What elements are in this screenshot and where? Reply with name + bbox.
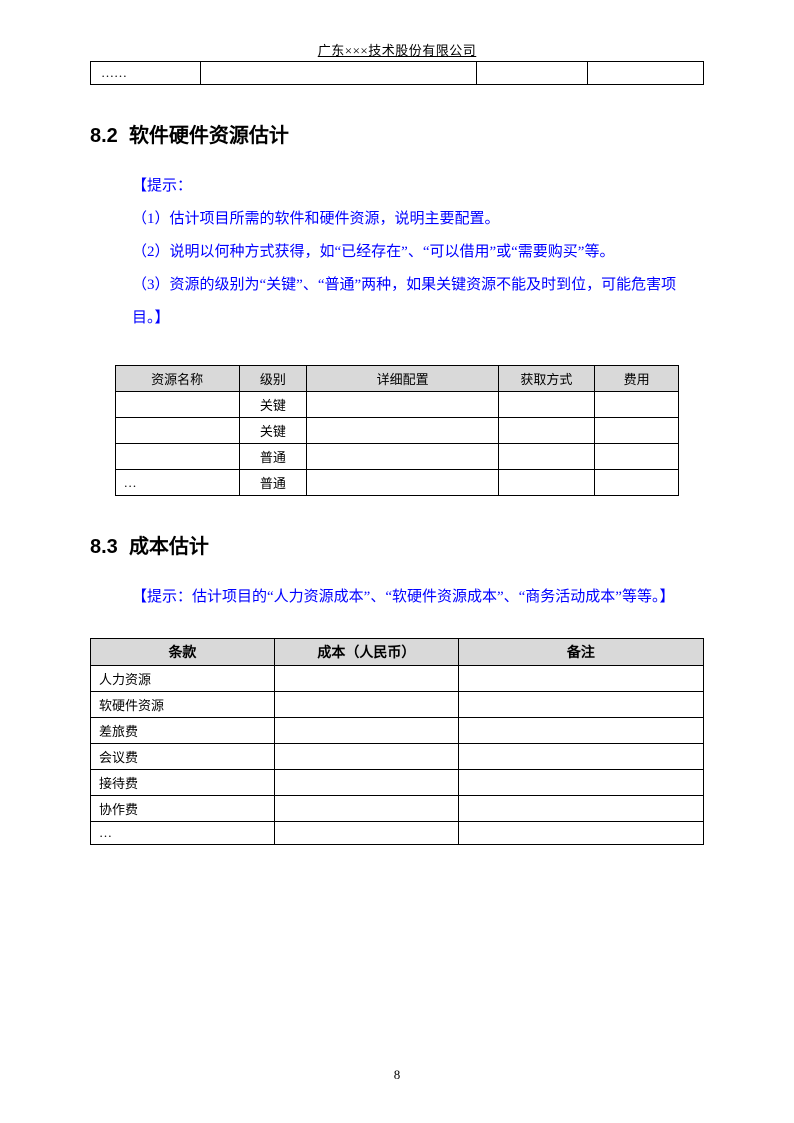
- cell: [594, 444, 679, 470]
- cell: [498, 392, 594, 418]
- col-header: 备注: [458, 639, 703, 666]
- cell: 协作费: [91, 796, 275, 822]
- cell: [594, 470, 679, 496]
- cell: 差旅费: [91, 718, 275, 744]
- cell: 人力资源: [91, 666, 275, 692]
- section-8-3-heading: 8.3 成本估计: [90, 530, 704, 559]
- cell: [587, 62, 704, 85]
- table-header-row: 资源名称 级别 详细配置 获取方式 费用: [115, 366, 679, 392]
- cell: [458, 770, 703, 796]
- cell: 普通: [239, 470, 307, 496]
- tip-line: （3）资源的级别为“关键”、“普通”两种，如果关键资源不能及时到位，可能危害项目…: [132, 269, 704, 335]
- tip-line: 【提示：估计项目的“人力资源成本”、“软硬件资源成本”、“商务活动成本”等等。】: [132, 581, 704, 614]
- cell: 关键: [239, 418, 307, 444]
- cell: [274, 692, 458, 718]
- table-row: …: [91, 822, 704, 845]
- cell: [274, 796, 458, 822]
- section-8-2-heading: 8.2 软件硬件资源估计: [90, 119, 704, 148]
- cell: [498, 418, 594, 444]
- table-row: 会议费: [91, 744, 704, 770]
- cell: [477, 62, 587, 85]
- tip-line: （2）说明以何种方式获得，如“已经存在”、“可以借用”或“需要购买”等。: [132, 236, 704, 269]
- cell: 普通: [239, 444, 307, 470]
- cell: [498, 470, 594, 496]
- table-row: 软硬件资源: [91, 692, 704, 718]
- table-row: 差旅费: [91, 718, 704, 744]
- cell: [115, 444, 239, 470]
- table-row: 人力资源: [91, 666, 704, 692]
- cell: [274, 744, 458, 770]
- table-row: 关键: [115, 418, 679, 444]
- col-header: 条款: [91, 639, 275, 666]
- cell: [458, 744, 703, 770]
- continuation-table: ……: [90, 61, 704, 85]
- tip-label: 【提示：: [132, 170, 704, 203]
- cell: [274, 718, 458, 744]
- cell: [115, 418, 239, 444]
- section-number: 8.3: [90, 536, 118, 558]
- col-header: 详细配置: [307, 366, 499, 392]
- col-header: 费用: [594, 366, 679, 392]
- cell: …: [115, 470, 239, 496]
- cell: [201, 62, 477, 85]
- cell: …: [91, 822, 275, 845]
- cell: [594, 392, 679, 418]
- cost-table: 条款 成本（人民币） 备注 人力资源软硬件资源差旅费会议费接待费协作费…: [90, 638, 704, 845]
- table-header-row: 条款 成本（人民币） 备注: [91, 639, 704, 666]
- col-header: 获取方式: [498, 366, 594, 392]
- cell: ……: [91, 62, 201, 85]
- cell: 软硬件资源: [91, 692, 275, 718]
- tip-block-8-2: 【提示： （1）估计项目所需的软件和硬件资源，说明主要配置。 （2）说明以何种方…: [132, 170, 704, 335]
- cell: [274, 770, 458, 796]
- cell: [498, 444, 594, 470]
- col-header: 成本（人民币）: [274, 639, 458, 666]
- tip-block-8-3: 【提示：估计项目的“人力资源成本”、“软硬件资源成本”、“商务活动成本”等等。】: [132, 581, 704, 614]
- table-row: 接待费: [91, 770, 704, 796]
- cell: [458, 822, 703, 845]
- page-header-company: 广东×××技术股份有限公司: [90, 40, 704, 59]
- col-header: 资源名称: [115, 366, 239, 392]
- cell: [458, 718, 703, 744]
- cell: 关键: [239, 392, 307, 418]
- cell: [594, 418, 679, 444]
- tip-line: （1）估计项目所需的软件和硬件资源，说明主要配置。: [132, 203, 704, 236]
- table-row: ……: [91, 62, 704, 85]
- cell: [115, 392, 239, 418]
- table-row: 关键: [115, 392, 679, 418]
- section-number: 8.2: [90, 125, 118, 147]
- section-title: 软件硬件资源估计: [129, 125, 289, 147]
- section-title: 成本估计: [129, 536, 209, 558]
- page-number: 8: [0, 1067, 794, 1083]
- resources-table: 资源名称 级别 详细配置 获取方式 费用 关键关键普通…普通: [115, 365, 680, 496]
- cell: [458, 692, 703, 718]
- cell: [307, 418, 499, 444]
- cell: [307, 392, 499, 418]
- cell: [274, 822, 458, 845]
- cell: [307, 470, 499, 496]
- cell: [274, 666, 458, 692]
- cell: 会议费: [91, 744, 275, 770]
- table-row: 协作费: [91, 796, 704, 822]
- cell: [307, 444, 499, 470]
- table-row: 普通: [115, 444, 679, 470]
- table-row: …普通: [115, 470, 679, 496]
- cell: [458, 666, 703, 692]
- col-header: 级别: [239, 366, 307, 392]
- cell: [458, 796, 703, 822]
- cell: 接待费: [91, 770, 275, 796]
